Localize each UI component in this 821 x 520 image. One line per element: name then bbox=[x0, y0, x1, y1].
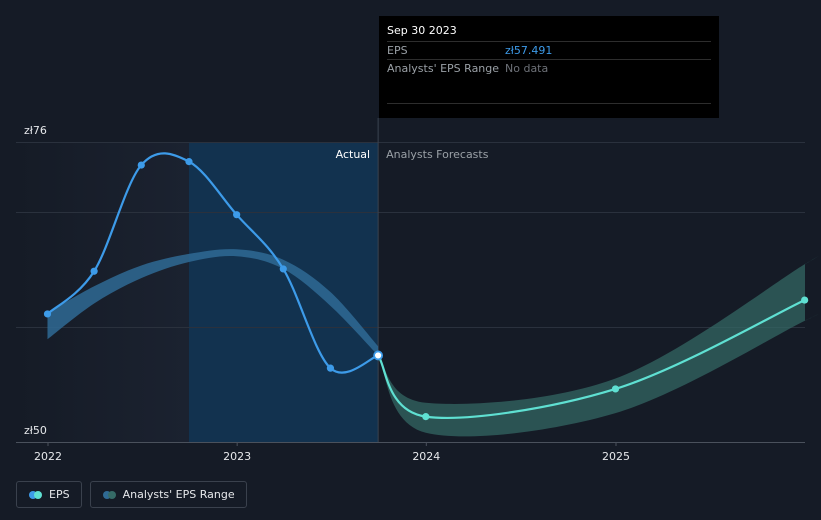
tooltip-divider bbox=[387, 103, 711, 104]
legend: EPS Analysts' EPS Range bbox=[16, 481, 247, 508]
range-legend-icon bbox=[102, 490, 117, 499]
eps-point bbox=[326, 364, 335, 372]
eps-point bbox=[279, 265, 287, 273]
legend-item-eps[interactable]: EPS bbox=[16, 481, 82, 508]
eps-point bbox=[90, 267, 98, 275]
eps-point bbox=[137, 161, 145, 169]
tooltip-date: Sep 30 2023 bbox=[387, 24, 457, 37]
legend-label-eps: EPS bbox=[49, 488, 70, 501]
actual-label: Actual bbox=[336, 148, 370, 161]
past-range-band bbox=[47, 249, 379, 356]
legend-item-range[interactable]: Analysts' EPS Range bbox=[89, 481, 247, 508]
eps-point bbox=[373, 350, 384, 361]
forecast-label: Analysts Forecasts bbox=[386, 148, 489, 161]
forecast-point bbox=[422, 413, 430, 421]
x-tick-label: 2025 bbox=[602, 450, 630, 463]
eps-point bbox=[43, 310, 52, 318]
x-tick-label: 2023 bbox=[223, 450, 251, 463]
legend-label-range: Analysts' EPS Range bbox=[122, 488, 235, 501]
x-tick-label: 2022 bbox=[34, 450, 62, 463]
tooltip: Sep 30 2023 EPS zł57.491 Analysts' EPS R… bbox=[379, 16, 719, 118]
tooltip-eps-row: EPS zł57.491 bbox=[387, 41, 711, 59]
tooltip-eps-value: zł57.491 bbox=[505, 44, 553, 57]
eps-legend-icon bbox=[29, 490, 43, 499]
y-tick-label: zł76 bbox=[24, 124, 47, 137]
eps-point bbox=[185, 158, 193, 166]
tooltip-range-value: No data bbox=[505, 62, 549, 75]
y-tick-label: zł50 bbox=[24, 424, 47, 437]
eps-point bbox=[233, 211, 241, 219]
tooltip-range-row: Analysts' EPS Range No data bbox=[387, 59, 711, 77]
forecast-point bbox=[801, 296, 809, 304]
forecast-point bbox=[611, 385, 620, 393]
eps-line bbox=[46, 152, 379, 374]
forecast-range-band bbox=[378, 255, 819, 437]
tooltip-range-label: Analysts' EPS Range bbox=[387, 62, 500, 75]
x-tick-label: 2024 bbox=[412, 450, 440, 463]
highlight-region bbox=[188, 142, 379, 442]
eps-forecast-line bbox=[377, 299, 806, 419]
tooltip-eps-label: EPS bbox=[387, 44, 408, 57]
